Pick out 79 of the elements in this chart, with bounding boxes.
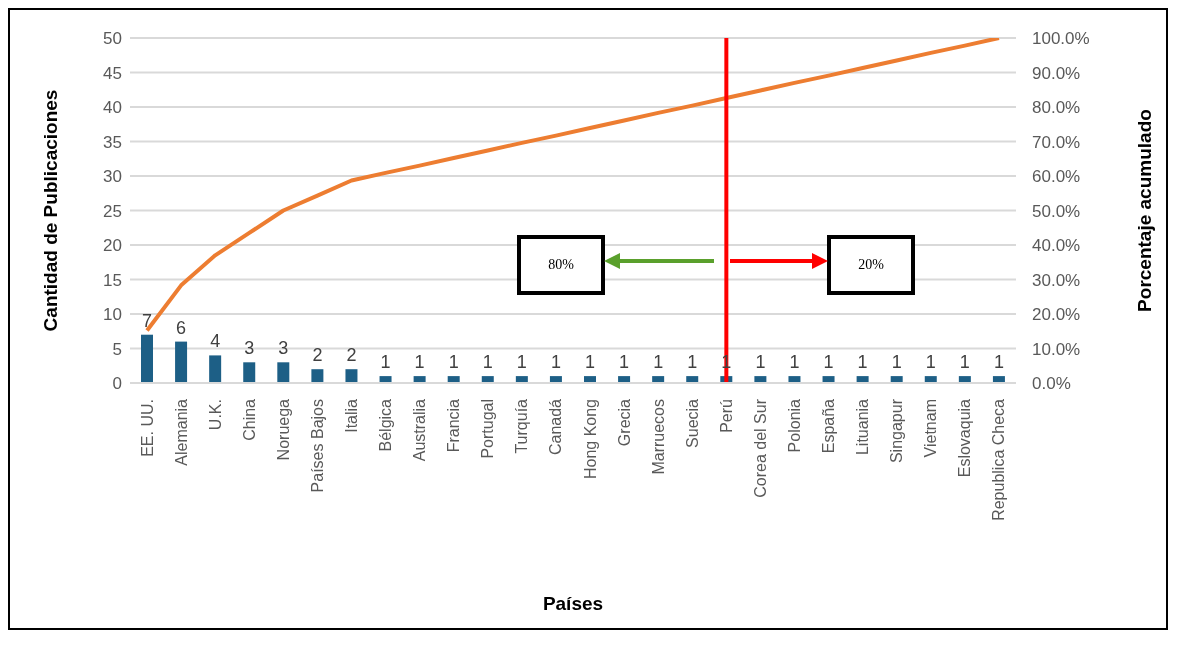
data-label: 1 xyxy=(653,352,664,373)
text-box: 80% xyxy=(517,235,605,295)
data-label: 1 xyxy=(584,352,596,373)
y2-tick-label: 40.0% xyxy=(1032,236,1081,256)
y-axis-title: Cantidad de Publicaciones xyxy=(39,89,61,332)
y2-tick-label: 100.0% xyxy=(1032,29,1090,49)
x-tick-label: Perú xyxy=(717,399,735,433)
x-tick-label: Portugal xyxy=(479,399,497,459)
y2-tick-label: 80.0% xyxy=(1032,98,1081,118)
x-tick-label: Corea del Sur xyxy=(751,398,769,498)
data-label: 1 xyxy=(789,352,800,373)
data-label: 1 xyxy=(823,352,834,373)
x-tick-label: Alemania xyxy=(172,398,190,466)
y2-tick-label: 60.0% xyxy=(1032,167,1081,187)
data-label: 1 xyxy=(755,352,766,373)
data-label: 3 xyxy=(244,338,255,359)
y2-tick-label: 50.0% xyxy=(1032,201,1081,221)
x-tick-label: Eslovaquia xyxy=(956,398,974,478)
x-tick-label: Francia xyxy=(445,398,463,453)
x-tick-label: Italia xyxy=(343,398,360,433)
x-tick-label: Australia xyxy=(411,398,429,462)
y-tick-label: 10 xyxy=(103,305,122,325)
data-label: 2 xyxy=(346,345,357,366)
data-label: 7 xyxy=(141,310,153,331)
data-label: 1 xyxy=(619,352,630,373)
x-tick-label: Republica Checa xyxy=(990,398,1008,521)
data-label: 1 xyxy=(448,352,459,373)
y-tick-label: 0 xyxy=(112,374,122,394)
data-label: 1 xyxy=(857,352,868,373)
y2-tick-label: 10.0% xyxy=(1032,339,1081,359)
y-tick-label: 20 xyxy=(103,236,122,256)
x-tick-label: Canadá xyxy=(547,398,565,456)
data-label: 1 xyxy=(550,352,561,373)
data-label: 1 xyxy=(959,352,970,373)
x-tick-label: China xyxy=(240,398,258,441)
x-tick-label: Grecia xyxy=(615,398,633,447)
data-label: 6 xyxy=(176,317,187,338)
x-tick-label: EE. UU. xyxy=(138,399,156,457)
x-tick-label: U.K. xyxy=(206,399,224,431)
y2-tick-label: 70.0% xyxy=(1032,132,1081,152)
y2-tick-label: 20.0% xyxy=(1032,305,1081,325)
y-tick-label: 35 xyxy=(103,132,122,152)
y-tick-label: 30 xyxy=(103,167,122,187)
data-label: 1 xyxy=(414,352,425,373)
data-label: 4 xyxy=(210,331,221,352)
x-tick-label: Lituania xyxy=(854,398,872,456)
y-tick-label: 40 xyxy=(103,98,122,118)
data-label: 1 xyxy=(516,352,527,373)
data-label: 1 xyxy=(482,352,493,373)
y2-tick-label: 30.0% xyxy=(1032,270,1081,290)
data-label: 1 xyxy=(993,352,1004,373)
x-tick-label: Turquía xyxy=(513,398,531,454)
x-tick-label: Bélgica xyxy=(377,398,395,452)
y-tick-label: 25 xyxy=(103,201,122,221)
text-box: 20% xyxy=(827,235,915,295)
y-tick-label: 15 xyxy=(103,270,122,290)
x-tick-label: Singapur xyxy=(888,398,906,464)
data-label: 2 xyxy=(312,345,323,366)
x-tick-label: Países Bajos xyxy=(308,399,326,493)
y-tick-label: 5 xyxy=(112,339,122,359)
line-series xyxy=(145,38,1001,333)
x-axis-title: Países xyxy=(542,593,604,614)
data-label: 3 xyxy=(278,338,289,359)
data-label: 1 xyxy=(925,352,936,373)
x-tick-label: Hong Kong xyxy=(581,399,599,480)
x-tick-label: Marruecos xyxy=(649,399,667,475)
x-tick-label: España xyxy=(820,398,838,454)
x-tick-label: Noruega xyxy=(274,398,292,461)
y2-axis-title: Porcentaje acumulado xyxy=(1133,109,1155,312)
y2-tick-label: 0.0% xyxy=(1032,374,1071,394)
y-tick-label: 50 xyxy=(103,29,122,49)
y-tick-label: 45 xyxy=(103,63,122,83)
data-label: 1 xyxy=(891,352,902,373)
data-label: 1 xyxy=(687,352,698,373)
x-tick-label: Vietnam xyxy=(922,399,940,458)
y2-tick-label: 90.0% xyxy=(1032,63,1081,83)
x-tick-label: Polonia xyxy=(786,398,803,453)
data-label: 1 xyxy=(380,352,391,373)
x-tick-label: Suecia xyxy=(683,398,701,448)
